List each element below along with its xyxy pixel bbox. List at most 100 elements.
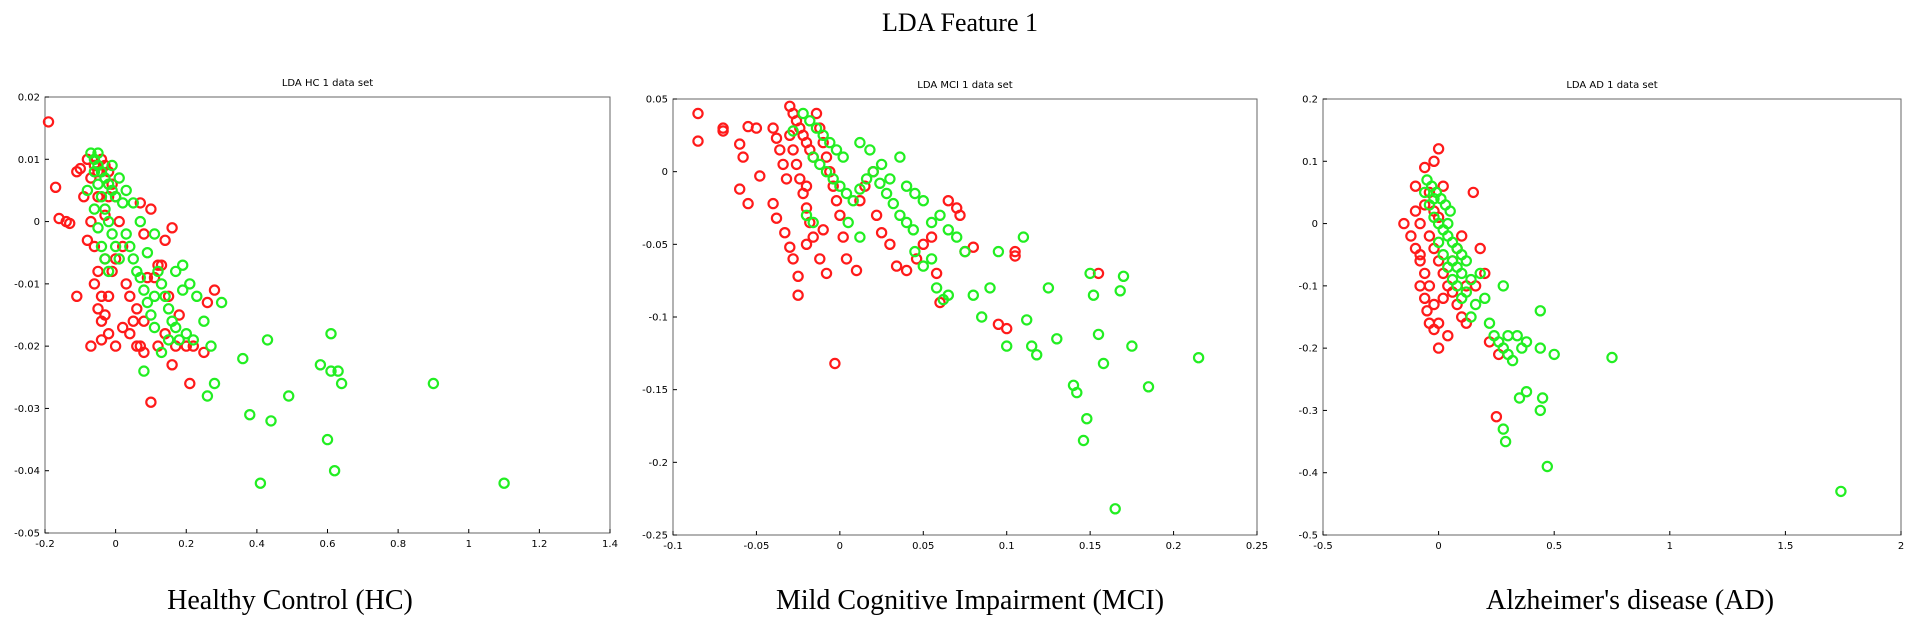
green-data-point (109, 190, 122, 203)
red-data-point (92, 303, 104, 315)
y-tick-label: -0.25 (642, 531, 668, 542)
green-data-point (804, 115, 816, 127)
green-data-point (127, 253, 139, 265)
red-data-point (800, 180, 813, 192)
y-tick-label: 0.02 (18, 93, 40, 104)
green-data-point (173, 334, 185, 346)
red-data-point (1409, 180, 1422, 192)
y-tick-label: -0.01 (14, 279, 40, 290)
red-data-point (166, 359, 178, 371)
x-tick-label: 0.8 (390, 539, 406, 550)
green-data-point (124, 240, 136, 253)
red-data-point (792, 270, 804, 282)
green-data-point (116, 197, 129, 209)
green-data-point (205, 340, 217, 352)
green-data-point (934, 209, 946, 221)
x-tick-label: -0.1 (663, 541, 683, 552)
green-data-point (992, 245, 1005, 258)
red-data-point (750, 122, 763, 134)
red-data-point (42, 116, 55, 128)
red-data-point (1467, 186, 1480, 199)
green-data-point (967, 289, 980, 301)
green-data-point (1418, 186, 1431, 199)
red-data-point (127, 315, 139, 327)
red-data-point (102, 328, 115, 340)
green-data-point (930, 282, 943, 294)
red-data-point (198, 346, 210, 359)
x-tick-label: 1 (466, 539, 472, 550)
green-data-point (1536, 392, 1549, 404)
red-data-point (113, 215, 125, 228)
green-data-point (1465, 311, 1477, 323)
green-data-point (797, 107, 809, 120)
green-data-point (1017, 231, 1030, 243)
green-data-point (1455, 267, 1468, 280)
red-data-point (1418, 161, 1431, 174)
green-data-point (145, 309, 157, 321)
red-data-point (777, 158, 789, 171)
x-tick-label: 1.2 (531, 539, 547, 550)
x-tick-label: 0 (837, 541, 843, 552)
green-data-point (198, 315, 210, 327)
plot-title: LDA MCI 1 data set (917, 80, 1012, 91)
red-data-point (917, 238, 930, 250)
red-data-point (954, 209, 966, 221)
red-data-point (930, 267, 943, 280)
red-data-point (201, 296, 214, 309)
green-data-point (854, 231, 866, 243)
x-tick-label: -0.2 (35, 539, 55, 550)
green-data-point (917, 194, 930, 207)
red-data-point (1423, 280, 1436, 292)
red-data-point (1009, 245, 1021, 258)
scatter-plot-hc: LDA HC 1 data set -0.2 0 0.2 0.4 0.6 0.8 1 1.2 1.… (14, 78, 618, 550)
red-data-point (734, 183, 746, 195)
y-tick-label: -0.2 (1298, 344, 1318, 355)
green-data-point (148, 321, 161, 334)
red-data-point (800, 238, 813, 250)
green-data-point (176, 284, 189, 296)
green-data-point (244, 409, 256, 421)
green-data-point (807, 151, 819, 163)
red-data-point (138, 346, 150, 359)
x-tick-label: 1.4 (602, 539, 618, 550)
red-data-point (787, 144, 799, 156)
red-data-point (152, 259, 164, 271)
red-data-point (1414, 217, 1426, 230)
green-data-point (321, 433, 334, 446)
green-data-point (1442, 217, 1454, 230)
red-data-point (1418, 267, 1431, 280)
red-data-point (774, 144, 786, 156)
red-data-point (692, 107, 704, 120)
green-data-point (1077, 434, 1090, 447)
green-data-point (867, 165, 879, 178)
red-data-point (817, 136, 829, 149)
red-data-point (942, 194, 955, 207)
green-data-point (1465, 273, 1477, 286)
green-data-point (102, 215, 115, 228)
green-data-point (951, 231, 963, 243)
red-data-point (92, 190, 104, 203)
green-data-point (332, 365, 344, 377)
green-data-point (102, 265, 115, 278)
x-tick-label: 0.2 (1166, 541, 1182, 552)
green-data-point (498, 477, 510, 489)
green-data-point (127, 197, 139, 209)
x-tick-label: 0.5 (1546, 541, 1562, 552)
red-data-point (1474, 242, 1486, 255)
green-data-point (1001, 340, 1013, 352)
red-data-point (794, 173, 806, 185)
green-data-point (254, 477, 267, 489)
green-data-point (88, 203, 101, 215)
green-data-point (1087, 289, 1100, 301)
green-data-point (148, 228, 161, 240)
green-data-point (1114, 285, 1126, 297)
green-data-point (817, 129, 829, 141)
red-data-point (74, 162, 87, 175)
red-data-point (814, 253, 826, 265)
caption-ad: Alzheimer's disease (AD) (1485, 585, 1775, 616)
x-tick-label: 0.15 (1079, 541, 1101, 552)
green-data-point (837, 151, 849, 163)
red-data-point (187, 340, 199, 352)
red-data-point (810, 107, 823, 120)
y-tick-label: 0.2 (1302, 95, 1318, 106)
